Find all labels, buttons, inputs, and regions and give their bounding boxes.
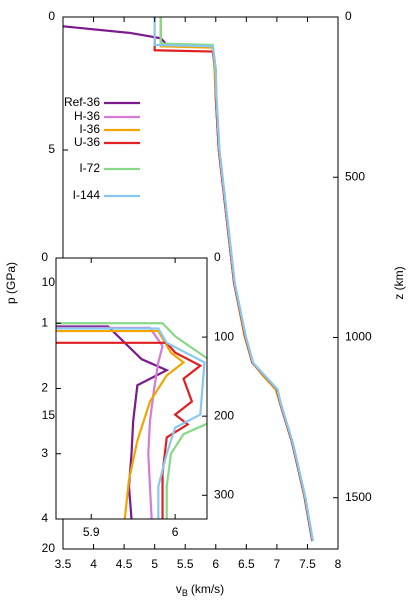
x-label-v: v <box>176 582 182 596</box>
y2-tick-label: 100 <box>214 329 234 343</box>
x-tick-label: 6 <box>212 557 219 571</box>
legend-label: Ref-36 <box>64 95 100 109</box>
y2-tick-label: 0 <box>345 9 352 23</box>
series-line <box>56 322 207 519</box>
legend-label: I-72 <box>79 161 100 175</box>
x-tick-label: 4 <box>90 557 97 571</box>
y-tick-label: 0 <box>41 250 48 264</box>
legend-label: H-36 <box>74 109 100 123</box>
x-tick-label: 7.5 <box>299 557 316 571</box>
y2-tick-label: 0 <box>214 250 221 264</box>
y-tick-label: 15 <box>42 408 56 422</box>
y-tick-label: 0 <box>48 9 55 23</box>
series-line <box>56 341 203 519</box>
series-line <box>153 17 315 542</box>
y-tick-label: 1 <box>41 315 48 329</box>
y2-tick-label: 1500 <box>345 490 372 504</box>
series-line <box>56 327 206 519</box>
y-tick-label: 2 <box>41 381 48 395</box>
y-tick-label: 10 <box>42 275 56 289</box>
y-tick-label: 3 <box>41 446 48 460</box>
x-label-unit: (km/s) <box>191 582 224 596</box>
x-tick-label: 6.5 <box>238 557 255 571</box>
y-axis-label: p (GPa) <box>4 262 18 304</box>
legend-label: I-36 <box>79 122 100 136</box>
inset-background <box>56 258 207 519</box>
y2-tick-label: 300 <box>214 487 234 501</box>
x-tick-label: 5 <box>151 557 158 571</box>
series-line <box>56 326 164 519</box>
x-tick-label: 5.9 <box>83 525 100 539</box>
legend-label: U-36 <box>74 135 100 149</box>
y-tick-label: 20 <box>42 541 56 555</box>
x-tick-label: 8 <box>335 557 342 571</box>
x-axis-label: vB (km/s) <box>176 582 224 598</box>
x-tick-label: 6 <box>172 525 179 539</box>
x-tick-label: 7 <box>274 557 281 571</box>
x-tick-label: 5.5 <box>177 557 194 571</box>
x-tick-label: 3.5 <box>55 557 72 571</box>
x-tick-label: 4.5 <box>116 557 133 571</box>
y2-axis-label: z (km) <box>392 266 406 299</box>
y-tick-label: 5 <box>48 142 55 156</box>
y2-tick-label: 500 <box>345 169 365 183</box>
y2-tick-label: 1000 <box>345 330 372 344</box>
legend-label: I-144 <box>73 188 101 202</box>
x-label-sub: B <box>182 588 188 598</box>
y-tick-label: 4 <box>41 511 48 525</box>
series-line <box>56 329 186 519</box>
y2-tick-label: 200 <box>214 408 234 422</box>
